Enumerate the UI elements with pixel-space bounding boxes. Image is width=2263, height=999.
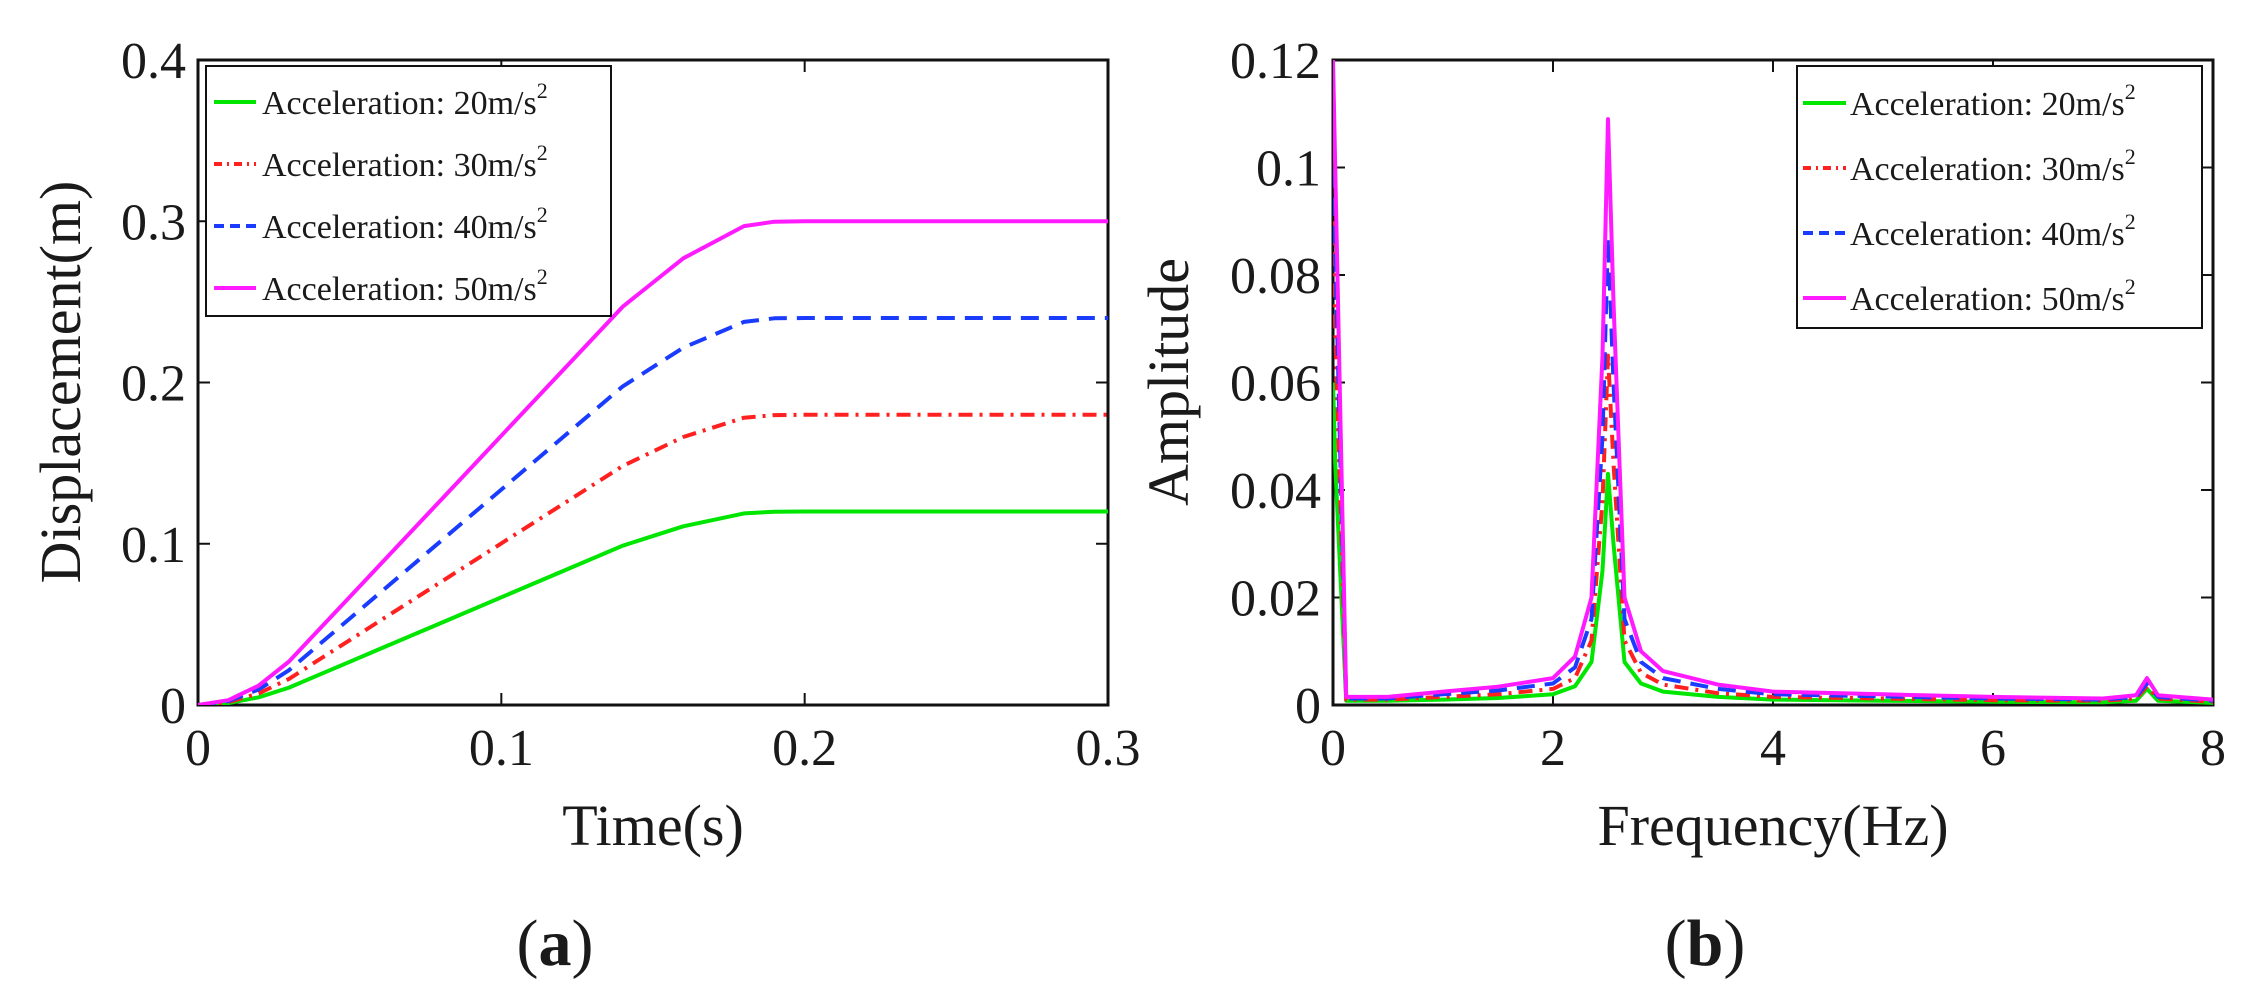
- panel-a-legend-label-4: Acceleration: 50m/s2: [262, 264, 548, 308]
- panel-b-series-lines: [1333, 60, 2213, 705]
- legend-label-superscript: 2: [2125, 274, 2136, 299]
- legend-label-text: Acceleration: 40m/s: [262, 209, 537, 246]
- panel-a-x-tick-label: 0: [185, 720, 211, 777]
- panel-a-ticks: 0 0.1 0.2 0.3 0 0.1 0.2 0.3 0.4: [121, 33, 1141, 777]
- panel-b-x-tick-label: 2: [1540, 720, 1566, 777]
- panel-b-legend-label-1: Acceleration: 20m/s2: [1850, 79, 2136, 123]
- legend-label-superscript: 2: [2125, 144, 2136, 169]
- panel-a-legend-label-1: Acceleration: 20m/s2: [262, 78, 548, 122]
- panel-b-caption-letter: b: [1687, 907, 1724, 980]
- panel-b-x-tick-label: 4: [1760, 720, 1786, 777]
- panel-b-x-tick-label: 0: [1320, 720, 1346, 777]
- panel-a-y-tick-label: 0.4: [121, 33, 186, 90]
- panel-b-y-tick-label: 0.12: [1230, 33, 1321, 90]
- panel-a-series-line-1: [198, 509, 1108, 705]
- panel-b-legend-label-2: Acceleration: 30m/s2: [1850, 144, 2136, 188]
- legend-label-superscript: 2: [537, 264, 548, 289]
- panel-a-x-tick-label: 0.3: [1076, 720, 1141, 777]
- panel-a-y-tick-label: 0.3: [121, 194, 186, 251]
- legend-label-superscript: 2: [537, 78, 548, 103]
- panel-a-series-line-2: [198, 412, 1108, 705]
- panel-b-legend-box: [1796, 65, 2203, 329]
- panel-a-legend-label-3: Acceleration: 40m/s2: [262, 202, 548, 246]
- legend-label-text: Acceleration: 30m/s: [262, 147, 537, 184]
- panel-b-series-line-2: [1333, 221, 2213, 704]
- panel-b-x-tick-label: 8: [2200, 720, 2226, 777]
- panel-b-y-tick-label: 0.02: [1230, 571, 1321, 628]
- panel-a-caption-letter: a: [539, 907, 572, 980]
- panel-b-y-tick-label: 0.04: [1230, 463, 1321, 520]
- panel-b-x-tick-label: 6: [1980, 720, 2006, 777]
- panel-a-legend-label-2: Acceleration: 30m/s2: [262, 140, 548, 184]
- panel-b-y-tick-label: 0.08: [1230, 248, 1321, 305]
- panel-a-x-tick-label: 0.1: [469, 720, 534, 777]
- panel-b-ticks: 0 2 4 6 8 0 0.02 0.04 0.06 0.08 0.1 0.12: [1230, 33, 2226, 777]
- legend-label-superscript: 2: [537, 202, 548, 227]
- panel-a-x-axis-label: Time(s): [562, 793, 744, 858]
- panel-b-y-tick-label: 0.1: [1256, 141, 1321, 198]
- legend-label-superscript: 2: [2125, 79, 2136, 104]
- panel-b: 0 2 4 6 8 0 0.02 0.04 0.06 0.08 0.1 0.12 Frequency(…: [1136, 33, 2226, 980]
- panel-b-legend-label-4: Acceleration: 50m/s2: [1850, 274, 2136, 318]
- legend-label-text: Acceleration: 30m/s: [1850, 151, 2125, 188]
- panel-b-legend-label-3: Acceleration: 40m/s2: [1850, 209, 2136, 253]
- legend-label-text: Acceleration: 40m/s: [1850, 216, 2125, 253]
- legend-label-superscript: 2: [537, 140, 548, 165]
- panel-a-x-tick-label: 0.2: [772, 720, 837, 777]
- legend-label-text: Acceleration: 20m/s: [1850, 86, 2125, 123]
- panel-b-series-line-4: [1333, 60, 2213, 702]
- panel-b-x-axis-label: Frequency(Hz): [1597, 793, 1948, 858]
- panel-a-series-line-3: [198, 316, 1108, 705]
- panel-a-caption: (a): [517, 907, 594, 980]
- panel-a-y-tick-label: 0: [160, 678, 186, 735]
- panel-a-series-lines: [198, 219, 1108, 705]
- legend-label-text: Acceleration: 20m/s: [262, 85, 537, 122]
- panel-a-y-axis-label: Displacement(m): [28, 181, 93, 584]
- legend-label-superscript: 2: [2125, 209, 2136, 234]
- legend-label-text: Acceleration: 50m/s: [262, 271, 537, 308]
- panel-a-legend-box: [205, 65, 612, 317]
- panel-b-caption: (b): [1665, 907, 1746, 980]
- panel-b-y-tick-label: 0.06: [1230, 356, 1321, 413]
- legend-label-text: Acceleration: 50m/s: [1850, 281, 2125, 318]
- panel-b-y-tick-label: 0: [1295, 678, 1321, 735]
- panel-a-y-tick-label: 0.2: [121, 356, 186, 413]
- panel-a: 0 0.1 0.2 0.3 0 0.1 0.2 0.3 0.4 Time(s) Displace…: [28, 33, 1141, 980]
- panel-a-series-line-4: [198, 219, 1108, 705]
- panel-a-y-tick-label: 0.1: [121, 517, 186, 574]
- panel-b-y-axis-label: Amplitude: [1136, 258, 1201, 506]
